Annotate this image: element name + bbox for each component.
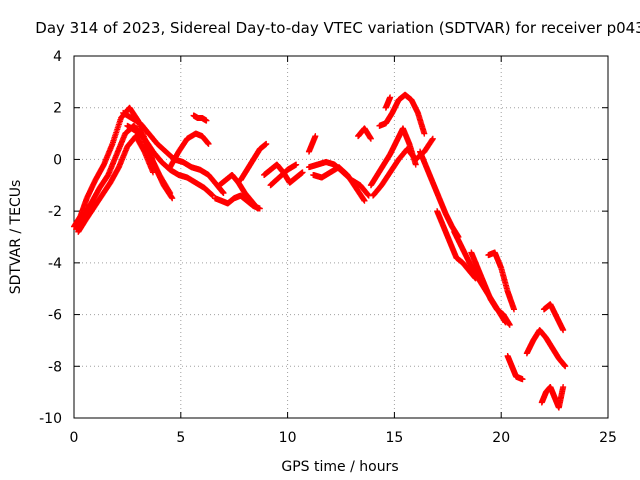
- data-point: [203, 117, 210, 124]
- x-axis-label: GPS time / hours: [281, 459, 398, 475]
- x-tick-label: 5: [176, 430, 185, 446]
- series-track16: [355, 125, 374, 142]
- y-tick-label: -8: [48, 359, 62, 375]
- data-point: [361, 197, 368, 204]
- series-track28: [540, 301, 567, 334]
- x-tick-label: 25: [599, 430, 617, 446]
- y-tick-label: -10: [39, 411, 62, 427]
- y-tick-label: -2: [48, 204, 62, 220]
- data-point: [560, 383, 567, 390]
- series-track21: [417, 148, 462, 240]
- series-track12: [267, 161, 300, 189]
- y-tick-label: -6: [48, 308, 62, 324]
- series-track19: [376, 91, 428, 137]
- data-point: [560, 327, 567, 334]
- chart-title: Day 314 of 2023, Sidereal Day-to-day VTE…: [35, 19, 640, 37]
- y-tick-label: -4: [48, 256, 62, 272]
- series-track26: [504, 352, 526, 383]
- data-point: [166, 188, 173, 195]
- series-track6: [167, 130, 212, 171]
- series-track25: [485, 249, 518, 313]
- y-tick-label: 0: [53, 152, 62, 168]
- data-point: [150, 169, 157, 176]
- data-point: [312, 133, 319, 140]
- data-point: [169, 195, 176, 202]
- x-tick-label: 15: [385, 430, 403, 446]
- data-point: [254, 205, 261, 212]
- data-point: [299, 169, 306, 176]
- x-tick-label: 20: [492, 430, 510, 446]
- series-track15: [305, 133, 319, 155]
- data-point: [367, 135, 374, 142]
- series-track10: [237, 140, 270, 184]
- series-track4: [120, 109, 227, 197]
- x-tick-label: 0: [70, 430, 79, 446]
- data-point: [562, 363, 569, 370]
- y-tick-label: 4: [53, 49, 62, 65]
- series-track3: [75, 133, 157, 235]
- data-point: [220, 190, 227, 197]
- data-point: [506, 321, 513, 328]
- y-axis-label: SDTVAR / TECUs: [8, 180, 24, 295]
- data-point: [429, 135, 436, 142]
- series-track27: [523, 327, 569, 370]
- data-point: [387, 94, 394, 101]
- data-point: [293, 161, 300, 168]
- data-point: [412, 161, 419, 168]
- data-point: [263, 140, 270, 147]
- series-track14: [310, 164, 368, 204]
- data-point: [519, 376, 526, 383]
- data-point: [421, 130, 428, 137]
- series-track20: [382, 94, 394, 111]
- y-tick-label: 2: [53, 101, 62, 117]
- plot-frame: [73, 55, 609, 419]
- data-point: [167, 190, 174, 197]
- series-track7: [190, 112, 210, 124]
- series-track29: [538, 383, 567, 411]
- x-tick-label: 10: [279, 430, 297, 446]
- series-track24: [468, 249, 513, 328]
- data-point: [205, 140, 212, 147]
- data-point: [511, 306, 518, 313]
